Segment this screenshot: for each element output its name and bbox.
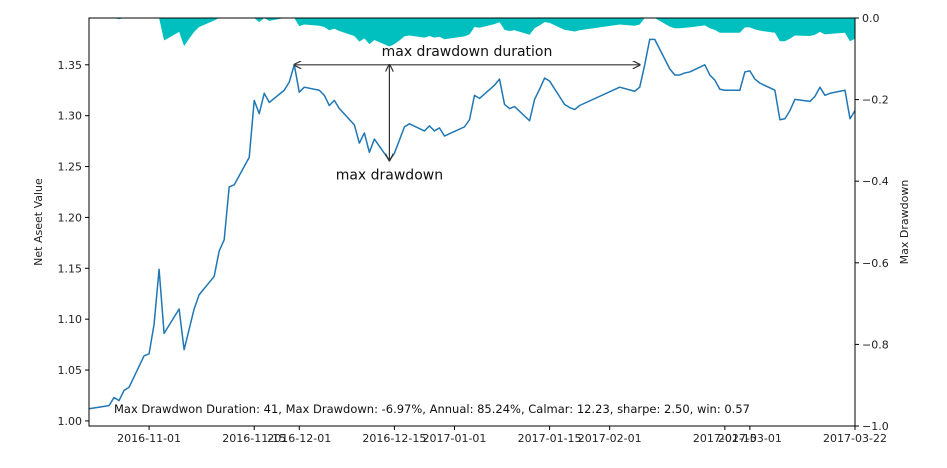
y-axis-label: Net Aseet Value bbox=[32, 178, 45, 266]
nav-line bbox=[88, 38, 856, 410]
y2-tick-label: −0.6 bbox=[862, 257, 889, 270]
y2-tick-label: −0.4 bbox=[862, 175, 889, 188]
nav-line-layer bbox=[88, 38, 856, 410]
y-tick-label: 1.10 bbox=[58, 313, 83, 326]
x-tick-label: 2016-12-15 bbox=[362, 432, 426, 445]
x-tick-label: 2016-12-01 bbox=[267, 432, 331, 445]
y-tick-label: 1.05 bbox=[58, 364, 83, 377]
y-axis-right: 0.0 −0.2 −0.4 −0.6 −0.8 −1.0 bbox=[855, 12, 889, 433]
x-tick-label: 2017-01-01 bbox=[423, 432, 487, 445]
drawdown-area bbox=[89, 18, 855, 47]
x-tick-label: 2016-11-15 bbox=[222, 432, 286, 445]
y-tick-label: 1.20 bbox=[58, 211, 83, 224]
y-tick-label: 1.15 bbox=[58, 262, 83, 275]
duration-label: max drawdown duration bbox=[382, 44, 553, 60]
y-tick-label: 1.35 bbox=[58, 59, 83, 72]
y2-tick-label: 0.0 bbox=[862, 12, 880, 25]
y-tick-label: 1.00 bbox=[58, 415, 83, 428]
drawdown-area-layer bbox=[89, 18, 855, 47]
stats-text: Max Drawdwon Duration: 41, Max Drawdown:… bbox=[114, 402, 750, 416]
y2-axis-label: Max Drawdown bbox=[898, 180, 911, 265]
x-tick-label: 2017-03-22 bbox=[823, 432, 887, 445]
y-tick-label: 1.30 bbox=[58, 110, 83, 123]
x-tick-label: 2016-11-01 bbox=[117, 432, 181, 445]
plot-frame bbox=[88, 17, 856, 427]
x-tick-label: 2017-02-15 bbox=[693, 432, 757, 445]
y2-tick-label: −0.2 bbox=[862, 94, 889, 107]
x-tick-label: 2017-03-01 bbox=[718, 432, 782, 445]
x-tick-label: 2017-02-01 bbox=[578, 432, 642, 445]
y-tick-label: 1.25 bbox=[58, 161, 83, 174]
y2-tick-label: −1.0 bbox=[862, 420, 889, 433]
drawdown-label: max drawdown bbox=[336, 167, 443, 183]
x-tick-label: 2017-01-15 bbox=[518, 432, 582, 445]
annotation-layer: max drawdown duration max drawdown bbox=[294, 44, 639, 183]
y2-tick-label: −0.8 bbox=[862, 338, 889, 351]
y-axis-left: 1.00 1.05 1.10 1.15 1.20 1.25 1.30 1.35 bbox=[58, 59, 89, 428]
